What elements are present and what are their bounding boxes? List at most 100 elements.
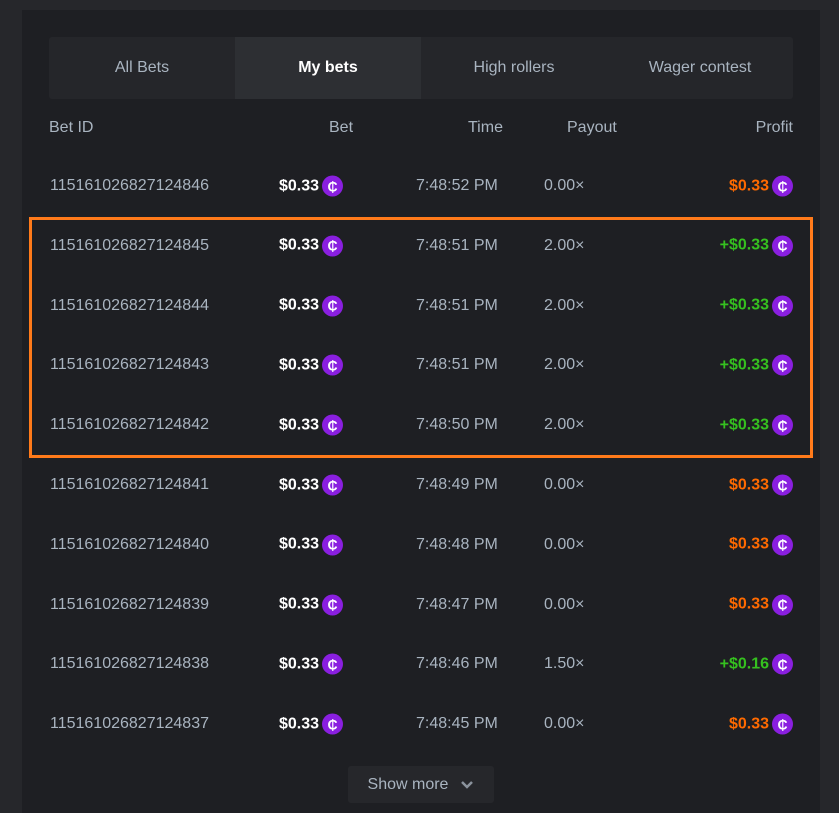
bet-amount: $0.33 ₵ [279, 235, 344, 257]
bet-id[interactable]: 115161026827124838 [50, 655, 209, 673]
bet-profit: $0.33 ₵ [728, 713, 793, 735]
bet-profit: $0.33 ₵ [728, 534, 793, 556]
bet-profit: +$0.33 ₵ [719, 414, 793, 436]
coin-icon: ₵ [322, 653, 344, 675]
bet-amount: $0.33 ₵ [279, 295, 344, 317]
show-more-button[interactable]: Show more [348, 766, 494, 803]
bet-time: 7:48:47 PM [416, 595, 498, 613]
table-row[interactable]: 115161026827124845 $0.33 ₵ 7:48:51 PM 2.0… [49, 216, 793, 276]
bet-id[interactable]: 115161026827124837 [50, 715, 209, 733]
table-row[interactable]: 115161026827124839 $0.33 ₵ 7:48:47 PM 0.0… [49, 575, 793, 635]
profit-value: +$0.33 [719, 296, 769, 314]
bet-id[interactable]: 115161026827124841 [50, 476, 209, 493]
coin-icon: ₵ [772, 354, 793, 376]
bet-profit: +$0.33 ₵ [719, 295, 793, 317]
bets-panel: All Bets My bets High rollers Wager cont… [22, 10, 820, 813]
coin-icon: ₵ [772, 235, 793, 257]
tab-all-bets[interactable]: All Bets [114, 59, 170, 76]
coin-icon: ₵ [322, 175, 344, 197]
coin-icon: ₵ [322, 235, 344, 257]
bet-time: 7:48:50 PM [416, 416, 498, 434]
bet-time: 7:48:45 PM [416, 715, 498, 733]
bet-value: $0.33 [279, 296, 320, 314]
bet-id[interactable]: 115161026827124845 [50, 236, 209, 254]
bet-id[interactable]: 115161026827124842 [50, 416, 209, 434]
bet-value: $0.33 [279, 655, 320, 673]
bet-value: $0.33 [279, 595, 320, 613]
tab-high-rollers[interactable]: High rollers [473, 59, 555, 76]
bet-amount: $0.33 ₵ [279, 653, 344, 675]
profit-value: $0.33 [728, 535, 769, 553]
table-row[interactable]: 115161026827124841 $0.33 ₵ 7:48:49 PM 0.0… [49, 455, 793, 515]
bet-time: 7:48:48 PM [416, 535, 498, 553]
coin-icon: ₵ [322, 713, 344, 735]
bet-time: 7:48:51 PM [416, 296, 498, 314]
profit-value: +$0.33 [719, 356, 769, 374]
bet-time: 7:48:46 PM [416, 655, 498, 673]
bet-amount: $0.33 ₵ [279, 594, 344, 616]
profit-value: $0.33 [728, 177, 769, 194]
bet-payout: 2.00× [544, 416, 585, 434]
bet-time: 7:48:51 PM [416, 356, 498, 374]
bet-value: $0.33 [279, 356, 320, 374]
bet-id[interactable]: 115161026827124840 [50, 535, 209, 553]
bet-amount: $0.33 ₵ [279, 414, 344, 436]
coin-icon: ₵ [772, 594, 793, 616]
profit-value: +$0.33 [719, 236, 769, 254]
bet-time: 7:48:52 PM [416, 177, 498, 194]
coin-icon: ₵ [772, 534, 793, 556]
coin-icon: ₵ [322, 295, 344, 317]
coin-icon: ₵ [322, 594, 344, 616]
table-row[interactable]: 115161026827124837 $0.33 ₵ 7:48:45 PM 0.0… [49, 694, 793, 754]
bet-profit: +$0.33 ₵ [719, 354, 793, 376]
bet-id[interactable]: 115161026827124839 [50, 595, 209, 613]
bet-payout: 2.00× [544, 236, 585, 254]
bet-amount: $0.33 ₵ [279, 354, 344, 376]
header-bet: Bet [329, 119, 354, 136]
tab-wager-contest[interactable]: Wager contest [648, 59, 752, 76]
bets-tabs: All Bets My bets High rollers Wager cont… [49, 37, 793, 99]
bet-payout: 1.50× [544, 655, 585, 673]
table-row[interactable]: 115161026827124838 $0.33 ₵ 7:48:46 PM 1.5… [49, 634, 793, 694]
bet-payout: 0.00× [544, 595, 585, 613]
bet-id[interactable]: 115161026827124843 [50, 356, 209, 374]
bet-value: $0.33 [279, 177, 320, 194]
show-more-label: Show more [367, 775, 449, 793]
coin-icon: ₵ [772, 474, 793, 496]
bet-id[interactable]: 115161026827124844 [50, 296, 209, 314]
chevron-down-icon [461, 780, 474, 789]
bet-profit: +$0.33 ₵ [719, 235, 793, 257]
header-time: Time [468, 119, 503, 136]
table-row[interactable]: 115161026827124844 $0.33 ₵ 7:48:51 PM 2.0… [49, 276, 793, 336]
bet-profit: $0.33 ₵ [729, 474, 793, 496]
coin-icon: ₵ [772, 295, 793, 317]
bet-value: $0.33 [279, 715, 320, 733]
bet-payout: 0.00× [544, 715, 585, 733]
bet-id[interactable]: 115161026827124846 [50, 177, 209, 194]
tab-my-bets[interactable]: My bets [235, 37, 421, 99]
profit-value: $0.33 [728, 595, 769, 613]
table-row[interactable]: 115161026827124846 $0.33 ₵ 7:48:52 PM 0.0… [49, 156, 793, 216]
bet-amount: $0.33 ₵ [279, 534, 344, 556]
table-row[interactable]: 115161026827124840 $0.33 ₵ 7:48:48 PM 0.0… [49, 515, 793, 575]
table-row[interactable]: 115161026827124842 $0.33 ₵ 7:48:50 PM 2.0… [49, 395, 793, 455]
profit-value: +$0.33 [719, 416, 769, 434]
header-bet-id: Bet ID [49, 119, 94, 136]
coin-icon: ₵ [772, 175, 793, 197]
table-header: Bet ID Bet Time Payout Profit [49, 98, 793, 158]
bet-value: $0.33 [279, 476, 320, 493]
bet-time: 7:48:49 PM [416, 476, 498, 493]
coin-icon: ₵ [772, 653, 793, 675]
bet-profit: +$0.16 ₵ [719, 653, 793, 675]
bet-value: $0.33 [279, 416, 320, 434]
table-row[interactable]: 115161026827124843 $0.33 ₵ 7:48:51 PM 2.0… [49, 335, 793, 395]
coin-icon: ₵ [322, 414, 344, 436]
profit-value: +$0.16 [719, 655, 769, 673]
bet-value: $0.33 [279, 535, 320, 553]
header-payout: Payout [567, 119, 617, 136]
bet-value: $0.33 [279, 236, 320, 254]
profit-value: $0.33 [728, 715, 769, 733]
coin-icon: ₵ [322, 354, 344, 376]
bet-profit: $0.33 ₵ [728, 594, 793, 616]
bet-payout: 0.00× [544, 476, 585, 493]
